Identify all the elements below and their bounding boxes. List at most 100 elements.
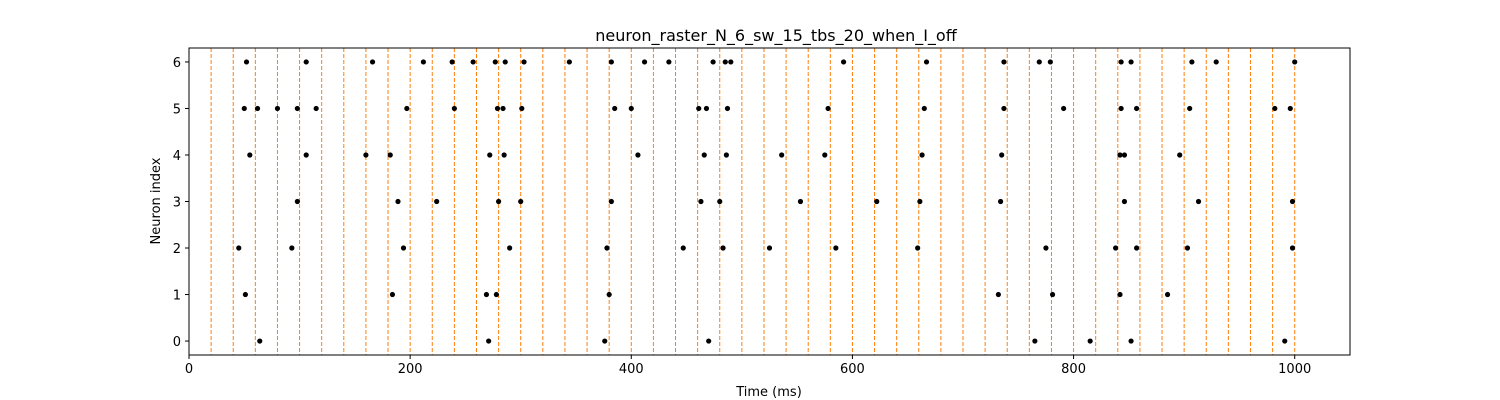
- spike-point: [303, 59, 309, 65]
- spike-point: [247, 152, 253, 158]
- spike-point: [608, 198, 614, 205]
- spike-point: [566, 59, 572, 65]
- spike-point: [680, 245, 686, 251]
- spike-point: [1133, 105, 1140, 112]
- spike-point: [602, 338, 608, 344]
- spike-point: [257, 338, 263, 344]
- spike-point: [470, 59, 476, 65]
- spike-point: [728, 59, 734, 65]
- spike-point: [1213, 59, 1219, 65]
- spike-point: [1292, 59, 1298, 65]
- spike-point: [1117, 291, 1123, 298]
- spike-point: [917, 198, 923, 205]
- spike-point: [400, 245, 407, 251]
- spike-point: [1128, 338, 1134, 344]
- spike-point: [1121, 152, 1128, 158]
- spike-point: [500, 105, 506, 112]
- y-tick-label: 5: [173, 102, 181, 117]
- spike-point: [703, 105, 710, 112]
- spike-point: [822, 152, 828, 158]
- spike-point: [722, 59, 728, 65]
- spike-point: [1289, 245, 1296, 251]
- spike-point: [698, 198, 704, 205]
- spike-point: [395, 198, 401, 205]
- spike-point: [923, 59, 930, 65]
- spike-point: [389, 291, 396, 298]
- spike-point: [1187, 105, 1193, 112]
- spike-point: [242, 291, 248, 298]
- spike-point: [369, 59, 376, 65]
- x-tick-label: 800: [1061, 362, 1086, 377]
- spike-point: [723, 152, 729, 158]
- spike-point: [766, 245, 773, 251]
- spike-point: [608, 59, 614, 65]
- spike-point: [874, 198, 880, 205]
- spike-point: [1272, 105, 1278, 112]
- x-tick-label: 400: [619, 362, 644, 377]
- spike-point: [1121, 198, 1128, 205]
- spike-point: [840, 59, 847, 65]
- spike-point: [493, 291, 499, 298]
- spike-point: [919, 152, 925, 158]
- spike-point: [997, 198, 1004, 205]
- spike-point: [604, 245, 610, 251]
- spike-point: [404, 105, 410, 112]
- spike-point: [825, 105, 831, 112]
- spike-point: [502, 59, 508, 65]
- spike-point: [518, 198, 524, 205]
- spike-point: [1164, 291, 1171, 298]
- y-axis-label: Neuron index: [149, 157, 164, 244]
- spike-point: [294, 105, 300, 112]
- y-tick-label: 0: [173, 335, 181, 350]
- spike-point: [1061, 105, 1067, 112]
- spike-point: [1177, 152, 1183, 158]
- spike-point: [779, 152, 785, 158]
- spike-point: [999, 152, 1005, 158]
- spike-point: [451, 105, 457, 112]
- spike-point: [701, 152, 707, 158]
- spike-point: [1128, 59, 1134, 65]
- spike-point: [1087, 338, 1093, 344]
- plot-frame: [188, 47, 1351, 356]
- spike-point: [243, 59, 250, 65]
- spike-point: [1112, 245, 1119, 251]
- spike-point: [995, 291, 1001, 298]
- spike-point: [1289, 198, 1296, 205]
- spike-point: [1189, 59, 1195, 65]
- spike-point: [1195, 198, 1202, 205]
- y-tick-label: 2: [173, 242, 181, 257]
- y-tick-label: 6: [173, 56, 181, 71]
- x-tick-label: 1000: [1278, 362, 1311, 377]
- spike-point: [696, 105, 702, 112]
- x-tick-label: 200: [398, 362, 423, 377]
- spike-point: [1282, 338, 1288, 344]
- spike-point: [921, 105, 927, 112]
- spike-point: [720, 245, 726, 251]
- spike-point: [612, 105, 618, 112]
- spike-point: [1133, 245, 1140, 251]
- spike-point: [717, 198, 723, 205]
- spike-point: [833, 245, 839, 251]
- y-tick-label: 1: [173, 289, 181, 304]
- spike-point: [1047, 59, 1053, 65]
- spike-point: [254, 105, 261, 112]
- y-axis-ticks: 0 1 2 3 4 5 6: [173, 56, 189, 350]
- spike-point: [387, 152, 393, 158]
- spike-point: [628, 105, 634, 112]
- x-axis-label: Time (ms): [735, 385, 802, 400]
- spike-point: [434, 198, 440, 205]
- spike-point: [915, 245, 921, 251]
- spike-point: [486, 338, 492, 344]
- spike-point: [724, 105, 731, 112]
- bin-lines: [188, 48, 1296, 355]
- y-tick-label: 3: [173, 196, 181, 211]
- spike-point: [289, 245, 295, 251]
- spike-point: [507, 245, 513, 251]
- spike-point: [274, 105, 281, 112]
- spike-point: [710, 59, 716, 65]
- spike-point: [635, 152, 641, 158]
- spike-point: [1287, 105, 1293, 112]
- spike-point: [519, 105, 525, 112]
- spike-point: [420, 59, 427, 65]
